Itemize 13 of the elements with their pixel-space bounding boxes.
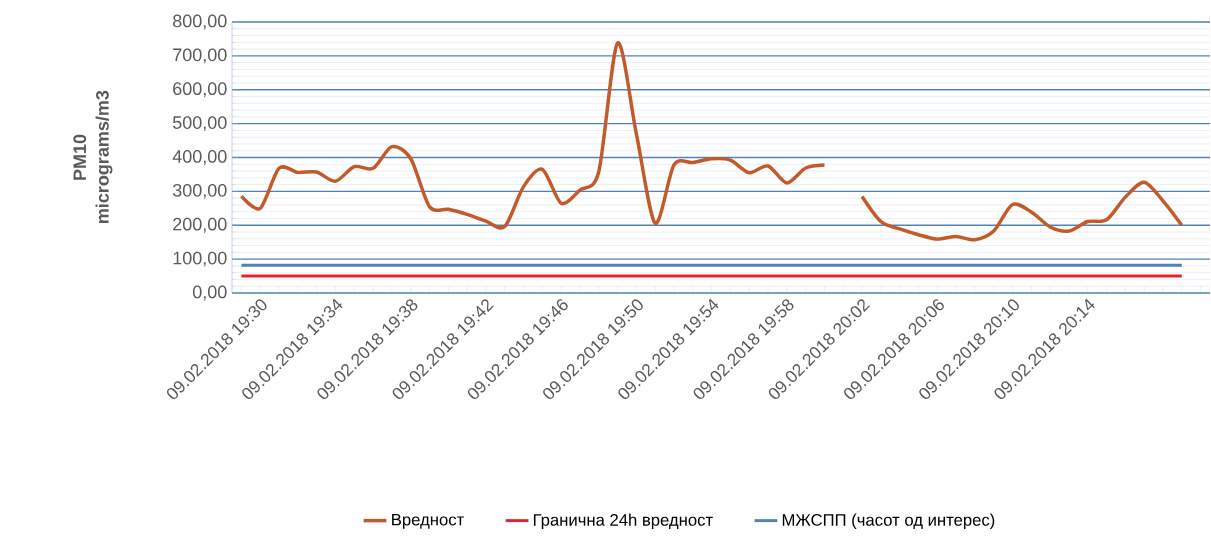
y-tick-label: 700,00 bbox=[173, 48, 227, 64]
y-tick-label: 800,00 bbox=[173, 14, 227, 30]
y-tick-label: 100,00 bbox=[173, 251, 227, 267]
legend-label: Гранична 24h вредност bbox=[533, 513, 713, 530]
legend-label: МЖСПП (часот од интерес) bbox=[782, 513, 995, 530]
y-tick-label: 600,00 bbox=[173, 82, 227, 98]
y-tick-label: 300,00 bbox=[172, 183, 227, 199]
y-tick-label: 200,00 bbox=[173, 217, 227, 233]
y-axis-title: PM10 micrograms/m3 bbox=[73, 90, 113, 223]
y-tick-label: 0,00 bbox=[192, 285, 227, 301]
legend-label: Вредност bbox=[392, 513, 464, 529]
y-tick-label: 400,00 bbox=[172, 150, 227, 165]
y-tick-label: 500,00 bbox=[172, 116, 227, 132]
